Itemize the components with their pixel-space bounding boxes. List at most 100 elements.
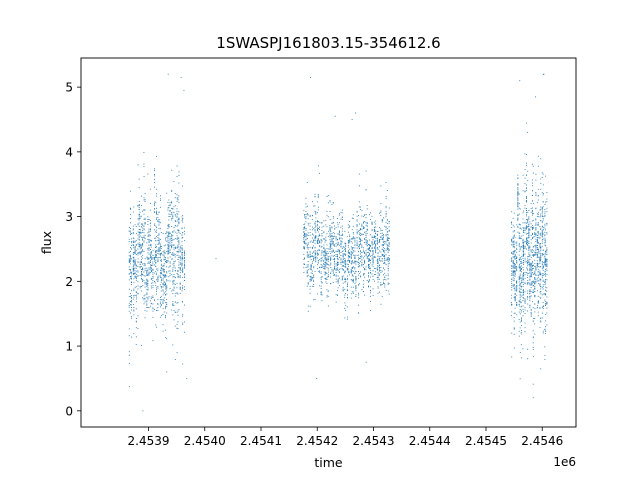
data-point [147, 297, 149, 299]
data-point [150, 230, 151, 232]
data-point [525, 225, 527, 227]
data-point [342, 275, 344, 277]
data-point [349, 226, 351, 228]
data-point [537, 155, 539, 157]
data-point [316, 227, 318, 229]
data-point [315, 251, 317, 253]
data-point [181, 265, 183, 267]
data-point [371, 255, 373, 257]
data-point [537, 271, 539, 273]
data-point [155, 231, 157, 233]
data-point [544, 358, 546, 360]
data-point [165, 291, 166, 293]
data-point [367, 272, 369, 274]
data-point [345, 260, 347, 262]
data-point [532, 237, 533, 239]
data-point [309, 255, 311, 257]
data-point [337, 259, 339, 261]
data-point [542, 173, 544, 175]
data-point [383, 235, 384, 237]
data-point [359, 250, 361, 252]
data-point [518, 276, 520, 277]
data-point [544, 231, 546, 233]
data-point [166, 289, 168, 291]
data-point [371, 235, 373, 237]
y-tick-label: 3 [65, 210, 73, 224]
data-point [140, 266, 142, 267]
data-point [179, 277, 181, 279]
data-point [546, 223, 548, 225]
data-point [181, 234, 183, 236]
data-point [128, 305, 130, 307]
data-point [388, 230, 390, 232]
data-point [172, 280, 174, 282]
data-point [528, 264, 530, 266]
data-point [326, 257, 328, 259]
data-point [385, 221, 387, 223]
data-point [160, 199, 161, 201]
data-point [525, 261, 527, 263]
data-point [373, 237, 375, 239]
plot-frame [80, 57, 577, 428]
data-point [176, 254, 178, 256]
data-point [385, 254, 387, 256]
data-point [132, 241, 134, 243]
data-point [306, 251, 308, 253]
data-point [137, 254, 139, 256]
data-point [365, 242, 367, 244]
data-point [138, 222, 140, 224]
data-point [133, 272, 135, 274]
data-point [172, 253, 174, 255]
data-point [518, 243, 520, 245]
data-point [155, 272, 157, 274]
data-point [512, 285, 514, 287]
data-point [518, 238, 520, 240]
data-point [319, 226, 321, 228]
data-point [519, 292, 521, 294]
data-point [179, 292, 181, 294]
data-point [526, 215, 527, 217]
data-point [160, 259, 162, 261]
data-point [334, 261, 335, 263]
data-point [313, 280, 315, 282]
data-point [519, 321, 521, 323]
data-point [546, 260, 548, 262]
data-point [311, 226, 313, 228]
data-point [179, 251, 181, 253]
data-point [364, 251, 366, 253]
data-point [306, 254, 308, 256]
data-point [130, 306, 132, 308]
data-point [516, 249, 518, 250]
data-point [544, 258, 546, 260]
data-point [323, 263, 325, 265]
data-point [159, 306, 161, 308]
data-point [128, 335, 130, 337]
data-point [361, 247, 363, 248]
data-point [522, 242, 524, 244]
data-point [319, 259, 321, 260]
data-point [381, 244, 383, 246]
data-point [135, 244, 137, 246]
data-point [371, 264, 373, 266]
data-point [340, 261, 342, 263]
data-point [134, 247, 136, 248]
data-point [512, 224, 514, 226]
data-point [347, 259, 349, 261]
data-point [162, 266, 164, 267]
data-point [546, 279, 548, 281]
data-point [359, 206, 361, 208]
data-point [176, 200, 178, 202]
data-point [544, 328, 546, 330]
data-point [152, 263, 154, 265]
data-point [532, 285, 534, 286]
data-point [514, 257, 516, 259]
data-point [167, 248, 169, 250]
data-point [360, 239, 361, 241]
data-point [152, 303, 154, 305]
data-point [541, 208, 543, 210]
data-point [128, 273, 130, 275]
data-point [516, 269, 518, 271]
data-point [157, 268, 159, 270]
data-point [319, 271, 321, 273]
data-point [516, 258, 518, 260]
